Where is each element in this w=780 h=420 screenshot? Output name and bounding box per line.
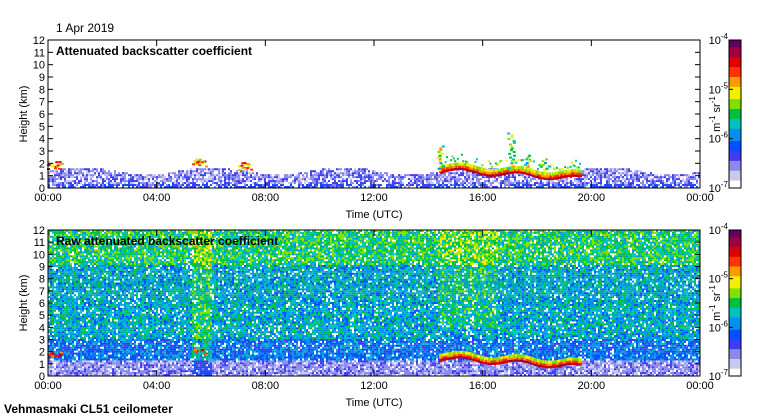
- y-tick-label: 6: [39, 109, 45, 121]
- y-tick-label: 4: [39, 322, 45, 334]
- x-tick-label: 00:00: [34, 380, 62, 392]
- y-tick-label: 1: [39, 359, 45, 371]
- x-axis-label: Time (UTC): [345, 209, 402, 221]
- y-tick-label: 11: [34, 237, 45, 249]
- colorbar-unit-label: m-1 sr-1: [708, 285, 723, 321]
- y-tick-label: 3: [39, 335, 45, 347]
- colorbar: 10-4 10-5 10-6 10-7 m-1 sr-1: [708, 222, 742, 383]
- y-tick-label: 9: [39, 72, 45, 84]
- colorbar-unit-label: m-1 sr-1: [708, 96, 723, 132]
- x-tick-label: 04:00: [143, 380, 171, 392]
- colorbar-tick-label: 10-5: [709, 271, 729, 286]
- y-tick-label: 1: [39, 171, 45, 183]
- y-tick-label: 2: [39, 347, 45, 359]
- colorbar-tick-label: 10-6: [709, 131, 729, 146]
- y-tick-label: 9: [39, 262, 45, 274]
- y-tick-label: 8: [39, 274, 45, 286]
- y-tick-label: 0: [39, 183, 45, 195]
- y-axis-label: Height (km): [18, 275, 30, 332]
- colorbar-tick-label: 10-6: [709, 319, 729, 334]
- colorbar-tick-label: 10-7: [709, 180, 729, 195]
- y-tick-label: 5: [39, 310, 45, 322]
- colorbar: 10-4 10-5 10-6 10-7 m-1 sr-1: [708, 32, 742, 195]
- panel-attenuated: Attenuated backscatter coefficient012345…: [18, 32, 742, 221]
- colorbar-tick-label: 10-4: [709, 222, 729, 237]
- x-tick-label: 16:00: [469, 380, 497, 392]
- y-tick-label: 4: [39, 134, 45, 146]
- x-tick-label: 12:00: [360, 380, 388, 392]
- x-tick-label: 08:00: [252, 192, 280, 204]
- y-tick-label: 7: [39, 97, 45, 109]
- x-tick-label: 20:00: [578, 380, 606, 392]
- y-tick-label: 5: [39, 121, 45, 133]
- x-tick-label: 00:00: [686, 380, 714, 392]
- backscatter-field: [46, 132, 700, 188]
- backscatter-field: [47, 229, 700, 376]
- colorbar-tick-label: 10-4: [709, 32, 729, 47]
- panel-raw: Raw attenuated backscatter coefficient01…: [18, 222, 742, 409]
- y-tick-label: 12: [33, 225, 45, 237]
- colorbar-frame: [728, 39, 742, 189]
- x-tick-label: 00:00: [34, 192, 62, 204]
- y-tick-label: 12: [33, 35, 45, 47]
- y-tick-label: 11: [34, 47, 45, 59]
- colorbar-tick-label: 10-5: [709, 81, 729, 96]
- x-tick-label: 12:00: [360, 192, 388, 204]
- y-tick-label: 6: [39, 298, 45, 310]
- panel-title: Attenuated backscatter coefficient: [56, 44, 252, 58]
- x-tick-label: 20:00: [578, 192, 606, 204]
- y-tick-label: 7: [39, 286, 45, 298]
- y-tick-label: 10: [33, 249, 45, 261]
- y-axis-label: Height (km): [18, 86, 30, 143]
- panel-title: Raw attenuated backscatter coefficient: [56, 234, 278, 248]
- x-tick-label: 00:00: [686, 192, 714, 204]
- date-label: 1 Apr 2019: [56, 22, 114, 34]
- y-tick-label: 0: [39, 371, 45, 383]
- plot-area: [48, 40, 700, 188]
- x-tick-label: 16:00: [469, 192, 497, 204]
- x-axis-label: Time (UTC): [345, 397, 402, 409]
- y-tick-label: 10: [33, 60, 45, 72]
- colorbar-tick-label: 10-7: [709, 368, 729, 383]
- y-tick-label: 8: [39, 84, 45, 96]
- x-tick-label: 04:00: [143, 192, 171, 204]
- y-tick-label: 3: [39, 146, 45, 158]
- y-tick-label: 2: [39, 158, 45, 170]
- x-tick-label: 08:00: [252, 380, 280, 392]
- instrument-label: Vehmasmaki CL51 ceilometer: [4, 403, 173, 415]
- colorbar-frame: [728, 229, 742, 377]
